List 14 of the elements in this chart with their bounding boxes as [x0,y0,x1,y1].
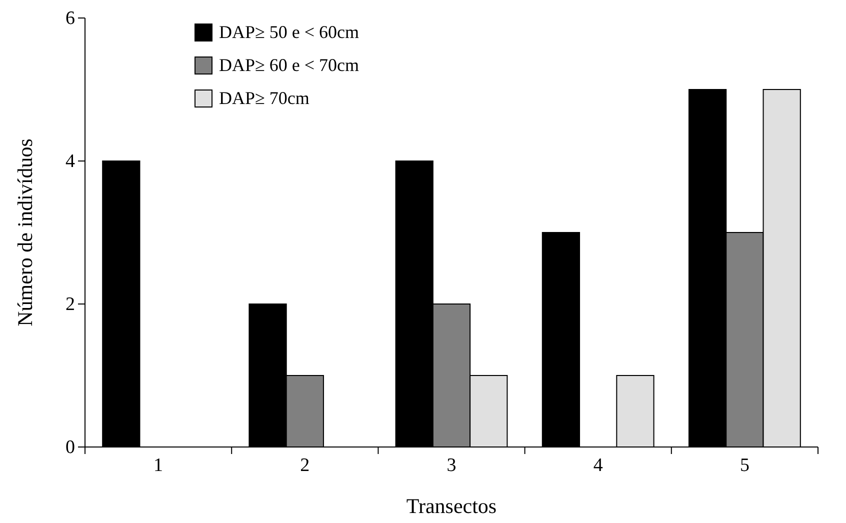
y-tick-label: 2 [66,294,75,316]
x-tick-label: 2 [300,454,310,476]
y-tick-label: 0 [66,437,75,458]
x-axis-title: Transectos [406,494,497,518]
legend-label: DAP≥ 70cm [219,88,310,108]
y-axis-title: Número de indivíduos [13,138,37,326]
x-tick-label: 5 [740,454,750,476]
x-tick-label: 1 [154,454,164,476]
y-tick-label: 6 [66,8,75,30]
x-tick-label: 3 [446,454,456,476]
legend-label: DAP≥ 50 e < 60cm [219,22,360,42]
legend-label: DAP≥ 60 e < 70cm [219,55,360,75]
x-tick-label: 4 [593,454,604,476]
y-tick-label: 4 [66,151,76,172]
